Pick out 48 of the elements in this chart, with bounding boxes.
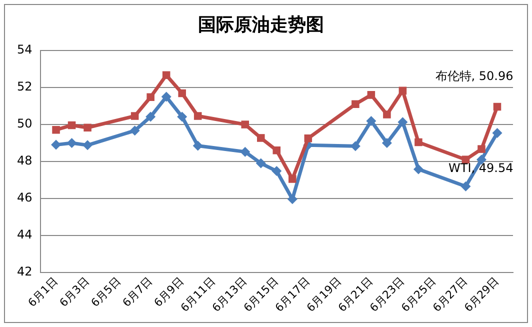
y-tick-label: 50	[16, 116, 32, 131]
point	[130, 112, 139, 120]
point	[162, 71, 170, 80]
point	[304, 134, 312, 142]
point	[177, 112, 188, 122]
point	[161, 92, 172, 102]
point	[52, 126, 60, 134]
point	[350, 141, 360, 152]
annotation: WTI, 49.54	[448, 161, 514, 176]
point	[192, 140, 203, 151]
point	[146, 112, 156, 122]
point	[460, 181, 471, 192]
point	[84, 124, 92, 132]
point	[272, 166, 282, 176]
point	[178, 89, 186, 98]
y-tick-label: 48	[16, 154, 32, 168]
point	[146, 93, 154, 102]
point	[272, 146, 281, 154]
point	[382, 138, 392, 148]
point	[367, 91, 376, 99]
point	[241, 120, 250, 128]
point	[462, 156, 470, 164]
point	[194, 112, 202, 120]
annotation: 布伦特, 50.96	[435, 68, 514, 83]
point	[66, 138, 77, 148]
y-tick-label: 46	[16, 190, 32, 204]
y-tick-label: 54	[16, 42, 32, 57]
point	[352, 100, 360, 108]
point	[51, 140, 62, 150]
point	[414, 138, 422, 146]
y-tick-label: 44	[16, 227, 32, 242]
point	[82, 140, 93, 150]
point	[240, 146, 250, 157]
point	[288, 175, 296, 183]
point	[492, 128, 502, 138]
point	[398, 86, 407, 95]
point	[383, 110, 391, 118]
point	[130, 126, 140, 136]
point	[256, 134, 265, 142]
point	[413, 164, 424, 174]
point	[68, 121, 76, 130]
point	[256, 158, 266, 168]
y-tick-label: 52	[16, 80, 32, 94]
point	[478, 145, 486, 153]
chart-title: 国际原油走势图	[198, 14, 324, 36]
point	[366, 116, 376, 126]
point	[398, 117, 408, 128]
point	[493, 102, 502, 111]
